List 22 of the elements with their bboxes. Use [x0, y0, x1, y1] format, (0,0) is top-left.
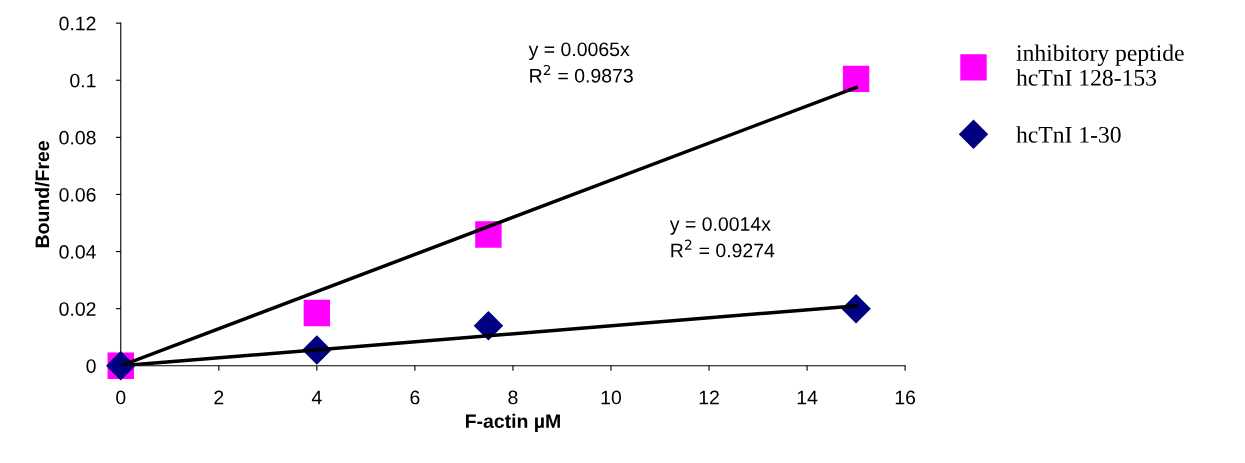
x-tick-label: 8 — [508, 390, 518, 405]
x-tick-label: 16 — [895, 390, 916, 405]
y-tick-label: 0.12 — [59, 16, 96, 31]
y-tick-label: 0 — [86, 359, 96, 374]
y-axis-title: Bound/Free — [34, 141, 50, 248]
legend-label: hcTnI 1-30 — [1016, 126, 1121, 143]
y-tick-label: 0.06 — [59, 187, 96, 202]
x-tick-label: 0 — [116, 390, 126, 405]
y-tick-label: 0.02 — [59, 302, 96, 316]
y-tick-label: 0.04 — [59, 245, 96, 259]
annotation: y = 0.0065x R$^{2}$ = 0.9873 — [528, 42, 633, 83]
x-tick-label: 4 — [311, 390, 322, 405]
x-tick-label: 6 — [410, 390, 420, 405]
x-tick-label: 10 — [601, 390, 622, 405]
x-tick-label: 14 — [797, 390, 818, 405]
x-tick-label: 2 — [214, 390, 224, 405]
y-tick-label: 0.1 — [70, 73, 96, 88]
x-axis-title: F-actin µM — [465, 413, 560, 432]
legend-label: inhibitory peptide hcTnI 128-153 — [1016, 44, 1184, 86]
annotation: y = 0.0014x R$^{2}$ = 0.9274 — [669, 217, 775, 258]
y-tick-label: 0.08 — [59, 130, 96, 145]
x-tick-label: 12 — [699, 390, 719, 405]
